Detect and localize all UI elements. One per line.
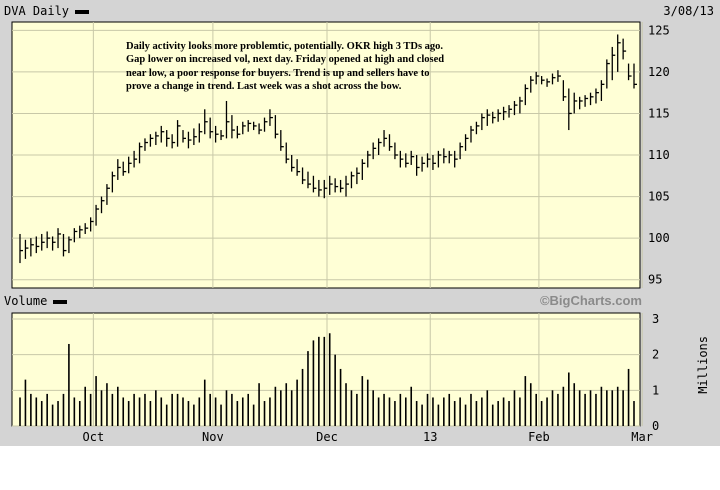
volume-tick-label: 3 [652,312,659,326]
volume-unit-label: Millions [696,336,710,394]
annotation-line: Daily activity looks more problemtic, po… [126,41,444,52]
price-tick-label: 110 [648,148,670,162]
volume-ticks: 0 1 2 3 [652,312,659,433]
volume-bars [19,333,635,426]
brand-watermark: ©BigCharts.com [539,293,642,308]
price-tick-label: 105 [648,190,670,204]
price-tick-label: 115 [648,106,670,120]
month-label: Oct [83,430,105,444]
volume-legend-swatch [53,299,68,304]
volume-title: Volume [4,294,68,308]
month-labels: Oct Nov Dec 13 Feb Mar [83,430,653,444]
annotation-line: near low, a poor response for buyers. Tr… [126,67,430,79]
price-legend-swatch [75,9,90,14]
ticker-title: DVA Daily [4,4,70,18]
price-tick-label: 125 [648,23,670,37]
price-tick-label: 120 [648,65,670,79]
month-label: Nov [202,430,224,444]
annotation-line: prove a change in trend. Last week was a… [126,80,402,92]
chart-date: 3/08/13 [663,4,714,18]
volume-tick-label: 1 [652,383,659,397]
annotation-text: Daily activity looks more problemtic, po… [126,40,506,93]
price-tick-label: 100 [648,231,670,245]
volume-title-label: Volume [4,294,48,308]
volume-tick-label: 2 [652,348,659,362]
grid-lines [12,22,643,427]
month-label: 13 [423,430,437,444]
volume-panel [11,312,641,427]
month-label: Dec [316,430,338,444]
chart-title: DVA Daily [4,4,90,18]
price-ticks: 95 100 105 110 115 120 125 [648,23,670,286]
month-label: Feb [528,430,550,444]
month-label: Mar [631,430,653,444]
volume-tick-label: 0 [652,419,659,433]
price-bars [19,34,637,264]
annotation-line: Gap lower on increased vol, next day. Fr… [126,54,445,66]
price-tick-label: 95 [648,273,662,287]
